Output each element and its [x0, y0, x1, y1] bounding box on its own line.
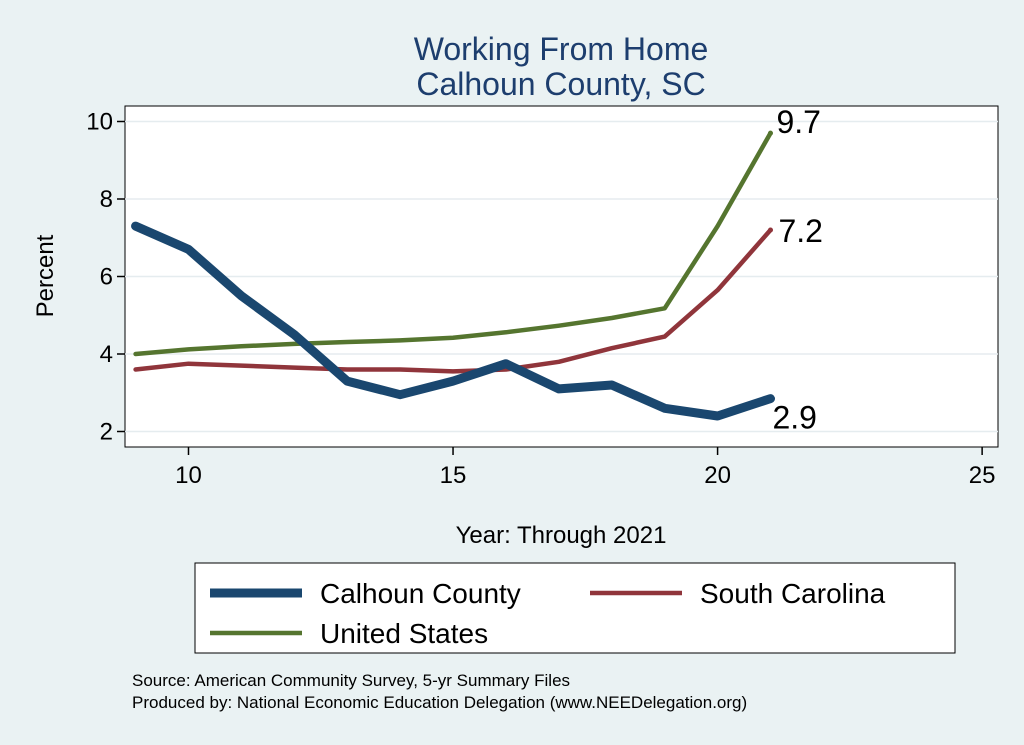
end-label-united-states: 9.7: [776, 104, 820, 140]
y-tick-label: 8: [100, 186, 113, 213]
producer-note: Produced by: National Economic Education…: [132, 693, 747, 712]
chart-title: Working From Home: [414, 31, 709, 67]
y-tick-label: 10: [86, 109, 113, 136]
legend-label-calhoun-county: Calhoun County: [320, 578, 521, 609]
y-axis-title: Percent: [32, 234, 59, 317]
chart-subtitle: Calhoun County, SC: [416, 66, 705, 102]
x-tick-label: 15: [440, 462, 467, 489]
series-line-south-carolina: [133, 227, 773, 374]
x-axis-title: Year: Through 2021: [456, 522, 667, 549]
legend: Calhoun County South Carolina United State…: [194, 562, 956, 654]
legend-label-south-carolina: South Carolina: [700, 578, 886, 609]
legend-label-united-states: United States: [320, 618, 488, 649]
source-note: Source: American Community Survey, 5-yr …: [132, 671, 570, 690]
y-tick-label: 2: [100, 419, 113, 446]
end-point: [767, 227, 773, 233]
end-labels: 2.9 7.2 9.7: [772, 104, 822, 435]
legend-box: [194, 562, 956, 654]
y-tick-label: 4: [100, 341, 113, 368]
gridlines: [125, 120, 998, 433]
end-point: [767, 396, 773, 402]
end-label-south-carolina: 7.2: [778, 213, 822, 249]
x-tick-label: 20: [704, 462, 731, 489]
series-line-united-states: [133, 130, 773, 357]
series-line-calhoun-county: [131, 221, 775, 421]
end-label-calhoun-county: 2.9: [772, 400, 816, 436]
end-point: [767, 130, 773, 136]
x-tick-label: 25: [969, 462, 996, 489]
series-lines: [131, 130, 775, 421]
x-tick-label: 10: [175, 462, 202, 489]
y-tick-label: 6: [100, 264, 113, 291]
axes: 2 4 6 8 10 10 15 20 25: [86, 109, 995, 490]
